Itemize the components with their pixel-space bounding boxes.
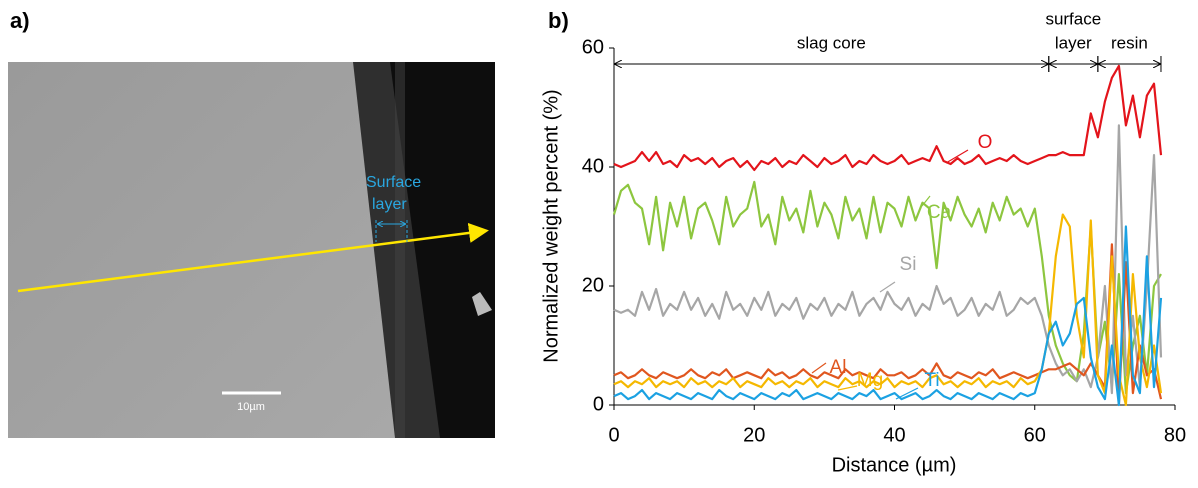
x-tick-label: 80 — [1164, 424, 1186, 446]
label-leader — [811, 362, 827, 374]
x-tick-label: 20 — [743, 424, 765, 446]
x-tick-label: 40 — [883, 424, 905, 446]
label-leader — [921, 195, 931, 207]
series-label: Si — [900, 254, 917, 275]
series-label: Ti — [924, 370, 939, 391]
y-tick-label: 60 — [582, 36, 604, 58]
annotation: layer — [372, 196, 407, 213]
series-line — [613, 64, 1163, 172]
region-label: slag core — [797, 33, 866, 52]
region-label: resin — [1111, 33, 1148, 52]
x-axis-label: Distance (µm) — [832, 454, 957, 476]
series-line — [613, 225, 1163, 407]
region-label: layer — [1055, 33, 1092, 52]
series-line — [613, 124, 1163, 395]
annotation: Surface — [366, 174, 421, 191]
x-tick-label: 0 — [608, 424, 619, 446]
y-tick-label: 40 — [582, 155, 604, 177]
sem-image — [8, 62, 495, 438]
label-leader — [879, 281, 896, 293]
series-line — [612, 180, 1162, 395]
series-line — [613, 243, 1163, 407]
series-label: Mg — [857, 370, 883, 391]
scale-bar-label: 10µm — [237, 401, 265, 413]
label-leader — [895, 387, 919, 400]
y-axis-label: Normalized weight percent (%) — [540, 89, 562, 362]
series-label: O — [978, 132, 993, 153]
panel-label: a) — [10, 8, 30, 33]
series-line — [613, 213, 1163, 407]
region-label: surface — [1045, 9, 1101, 28]
y-tick-label: 20 — [582, 274, 604, 296]
series-label: Ca — [927, 202, 952, 223]
panel-label: b) — [548, 8, 569, 33]
label-leader — [945, 149, 969, 164]
y-tick-label: 0 — [593, 393, 604, 415]
series-label: Al — [830, 357, 847, 378]
x-tick-label: 60 — [1024, 424, 1046, 446]
label-leader — [837, 385, 858, 391]
